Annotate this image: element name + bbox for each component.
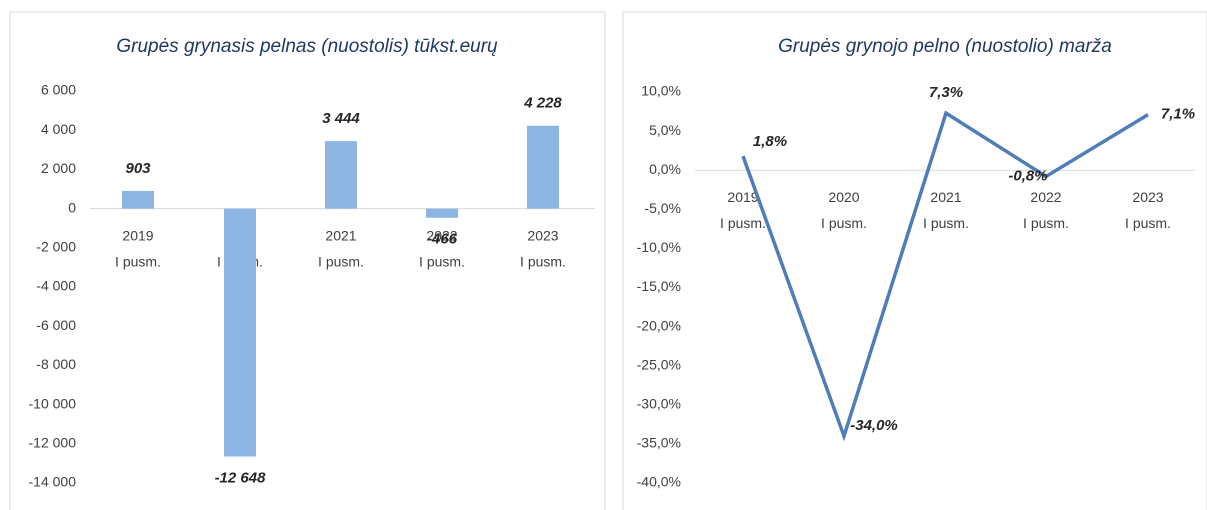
x-tick-label: I pusm.	[1125, 215, 1171, 231]
value-label: -12 648	[215, 469, 267, 486]
panel	[622, 11, 1207, 510]
y-tick-label: 5,0%	[649, 122, 681, 138]
value-label: -466	[427, 231, 458, 248]
y-tick-label: 10,0%	[641, 83, 681, 99]
x-tick-label: 2021	[325, 227, 356, 243]
y-tick-label: -5,0%	[644, 200, 681, 216]
x-tick-label: I pusm.	[520, 253, 566, 269]
x-tick-label: I pusm.	[720, 215, 766, 231]
y-tick-label: 4 000	[41, 121, 76, 137]
y-tick-label: -6 000	[36, 317, 76, 333]
x-tick-label: I pusm.	[923, 215, 969, 231]
x-tick-label: I pusm.	[419, 253, 465, 269]
x-tick-label: 2022	[426, 227, 457, 243]
bar	[122, 190, 154, 209]
y-tick-label: -10 000	[29, 395, 77, 411]
chart-title: Grupės grynasis pelnas (nuostolis) tūkst…	[116, 36, 498, 57]
x-tick-label: 2019	[122, 227, 153, 243]
value-label: -34,0%	[850, 417, 898, 434]
value-label: 7,1%	[1161, 106, 1195, 123]
y-tick-label: -20,0%	[637, 317, 681, 333]
y-tick-label: 0	[68, 199, 76, 215]
x-tick-label: 2023	[1132, 189, 1163, 205]
value-label: 4 228	[523, 95, 562, 112]
value-label: -0,8%	[1008, 167, 1047, 184]
y-tick-label: -15,0%	[637, 278, 681, 294]
y-tick-label: -14 000	[29, 474, 77, 490]
x-tick-label: 2021	[930, 189, 961, 205]
y-tick-label: -2 000	[36, 239, 76, 255]
value-label: 3 444	[322, 110, 360, 127]
y-tick-label: 2 000	[41, 160, 76, 176]
y-tick-label: 0,0%	[649, 161, 681, 177]
y-tick-label: -8 000	[36, 356, 76, 372]
x-tick-label: 2020	[828, 189, 859, 205]
y-tick-label: -40,0%	[637, 474, 681, 490]
x-tick-label: 2022	[1030, 189, 1061, 205]
x-tick-label: I pusm.	[821, 215, 867, 231]
x-tick-label: I pusm.	[318, 253, 364, 269]
bar	[527, 125, 559, 209]
y-tick-label: -4 000	[36, 278, 76, 294]
x-tick-label: I pusm.	[115, 253, 161, 269]
y-tick-label: -10,0%	[637, 239, 681, 255]
y-tick-label: -30,0%	[637, 396, 681, 412]
y-tick-label: 6 000	[41, 82, 76, 98]
chart-title: Grupės grynojo pelno (nuostolio) marža	[778, 36, 1112, 57]
bar	[426, 208, 458, 218]
y-tick-label: -12 000	[29, 435, 77, 451]
bar	[325, 141, 357, 209]
panel	[9, 11, 606, 510]
x-tick-label: 2019	[727, 189, 758, 205]
x-tick-label: 2023	[527, 227, 558, 243]
y-tick-label: -35,0%	[637, 435, 681, 451]
bar	[224, 208, 256, 457]
value-label: 1,8%	[753, 133, 787, 150]
line	[741, 110, 1149, 442]
x-tick-label: I pusm.	[1023, 215, 1069, 231]
value-label: 7,3%	[929, 84, 963, 101]
y-tick-label: -25,0%	[637, 356, 681, 372]
value-label: 903	[125, 160, 151, 177]
